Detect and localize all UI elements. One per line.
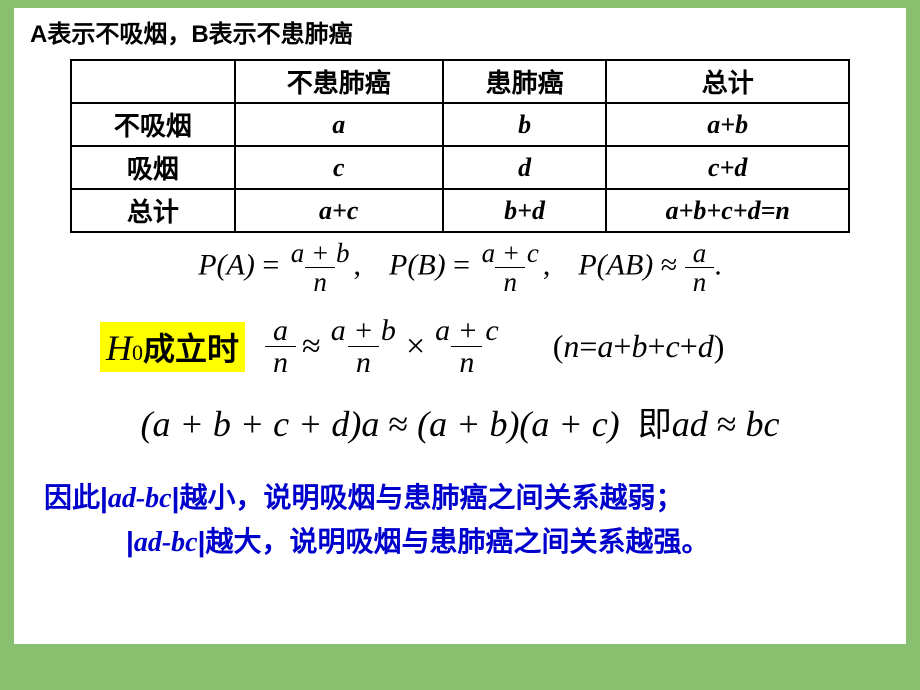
prob-PA: P(A) = a + b n , bbox=[198, 239, 361, 297]
expand-cn: 即 bbox=[638, 407, 672, 444]
h0-equation: a n ≈ a + b n × a + c n bbox=[265, 315, 503, 379]
fraction: a n bbox=[265, 315, 296, 379]
fraction: a + c n bbox=[431, 315, 503, 379]
prob-PAB: P(AB) ≈ a n . bbox=[578, 239, 721, 297]
table-cell: c bbox=[235, 146, 443, 189]
slide-title: A表示不吸烟，B表示不患肺癌 bbox=[14, 8, 906, 59]
h0-row: H0成立时 a n ≈ a + b n × a + c n (n=a+b+c+d… bbox=[100, 315, 906, 379]
expand-lhs: (a + b + c + d)a bbox=[141, 404, 380, 444]
table-header-row: 不患肺癌 患肺癌 总计 bbox=[71, 60, 849, 103]
n-definition: (n=a+b+c+d) bbox=[553, 328, 725, 365]
table-cell: b bbox=[443, 103, 607, 146]
table-cell: 不吸烟 bbox=[71, 103, 235, 146]
conclusion-line-2: |ad-bc|越大，说明吸烟与患肺癌之间关系越强。 bbox=[44, 520, 906, 564]
table-row: 吸烟 c d c+d bbox=[71, 146, 849, 189]
table-header-cell: 不患肺癌 bbox=[235, 60, 443, 103]
prob-label: P(AB) bbox=[578, 249, 653, 282]
table-header-cell: 患肺癌 bbox=[443, 60, 607, 103]
table-row: 总计 a+c b+d a+b+c+d=n bbox=[71, 189, 849, 232]
h0-highlight: H0成立时 bbox=[100, 322, 245, 372]
table-cell: a+b+c+d=n bbox=[606, 189, 849, 232]
fraction: a + b n bbox=[327, 315, 400, 379]
slide: A表示不吸烟，B表示不患肺癌 不患肺癌 患肺癌 总计 不吸烟 a b a+b 吸… bbox=[14, 8, 906, 644]
fraction: a n bbox=[685, 239, 715, 297]
prob-label: P(B) bbox=[389, 249, 446, 282]
contingency-table: 不患肺癌 患肺癌 总计 不吸烟 a b a+b 吸烟 c d c+d 总计 a+… bbox=[70, 59, 850, 233]
h0-cn: 成立时 bbox=[143, 324, 239, 370]
expand-rhs: (a + b)(a + c) bbox=[417, 404, 620, 444]
fraction: a + b n bbox=[287, 239, 354, 297]
table-row: 不吸烟 a b a+b bbox=[71, 103, 849, 146]
expand-final-lhs: ad bbox=[672, 404, 708, 444]
table-cell: c+d bbox=[606, 146, 849, 189]
table-cell: b+d bbox=[443, 189, 607, 232]
h0-H: H bbox=[106, 327, 132, 369]
table-cell: 总计 bbox=[71, 189, 235, 232]
table-cell: a+c bbox=[235, 189, 443, 232]
table-cell: a+b bbox=[606, 103, 849, 146]
expansion-row: (a + b + c + d)a ≈ (a + b)(a + c) 即ad ≈ … bbox=[14, 397, 906, 446]
table-cell: a bbox=[235, 103, 443, 146]
table-cell: d bbox=[443, 146, 607, 189]
expand-final-rhs: bc bbox=[745, 404, 779, 444]
prob-label: P(A) bbox=[198, 249, 255, 282]
fraction: a + c n bbox=[478, 239, 543, 297]
probability-row: P(A) = a + b n , P(B) = a + c n , P(AB) … bbox=[14, 239, 906, 297]
h0-sub: 0 bbox=[132, 340, 143, 366]
prob-PB: P(B) = a + c n , bbox=[389, 239, 550, 297]
conclusion-line-1: 因此|ad-bc|越小，说明吸烟与患肺癌之间关系越弱； bbox=[44, 476, 906, 520]
table-header-cell: 总计 bbox=[606, 60, 849, 103]
conclusion: 因此|ad-bc|越小，说明吸烟与患肺癌之间关系越弱； |ad-bc|越大，说明… bbox=[14, 476, 906, 565]
table-header-cell bbox=[71, 60, 235, 103]
table-cell: 吸烟 bbox=[71, 146, 235, 189]
